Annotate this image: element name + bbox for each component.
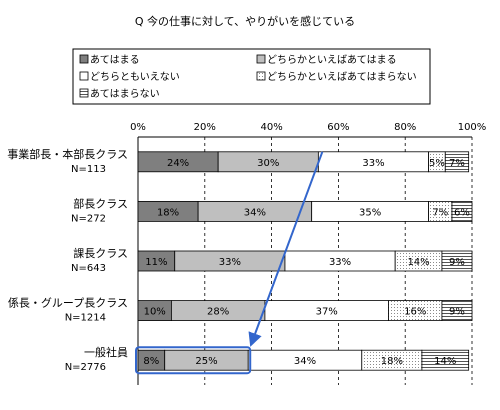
category-label: 事業部長・本部長クラス bbox=[7, 147, 128, 161]
x-tick-label: 80% bbox=[394, 122, 416, 133]
data-label: 33% bbox=[219, 257, 241, 268]
data-label: 25% bbox=[195, 356, 217, 367]
legend-label: どちらともいえない bbox=[90, 71, 180, 83]
bar-segment bbox=[421, 349, 470, 371]
legend-label: あてはまらない bbox=[90, 88, 160, 100]
legend-label: どちらかといえばあてはまらない bbox=[267, 71, 417, 83]
category-label: 一般社員 bbox=[84, 345, 128, 359]
data-label: 5% bbox=[429, 158, 445, 169]
data-label: 18% bbox=[157, 207, 179, 218]
highlight-box bbox=[135, 346, 252, 375]
legend-swatch bbox=[79, 88, 89, 98]
bar-segment bbox=[441, 300, 473, 322]
x-tick-label: 100% bbox=[458, 122, 487, 133]
data-label: 33% bbox=[329, 257, 351, 268]
bar-segment bbox=[444, 151, 470, 173]
data-label: 35% bbox=[359, 207, 381, 218]
bar-segment bbox=[451, 200, 473, 222]
legend-swatch bbox=[79, 71, 89, 81]
category-labels: 事業部長・本部長クラス N=113 部長クラス N=272 課長クラス N=643 係長・グ… bbox=[7, 147, 128, 373]
data-label: 30% bbox=[257, 158, 279, 169]
chart-title: Q 今の仕事に対して、やりがいを感じている bbox=[135, 14, 355, 28]
data-label: 33% bbox=[362, 158, 384, 169]
legend-box bbox=[72, 48, 431, 105]
legend-swatch bbox=[256, 71, 266, 81]
annotations bbox=[135, 151, 324, 375]
category-label: 係長・グループ長クラス bbox=[8, 296, 128, 310]
data-label: 9% bbox=[449, 307, 465, 318]
data-label: 37% bbox=[316, 307, 338, 318]
x-tick-label: 60% bbox=[327, 122, 349, 133]
bars: 24% 30% 33% 5% 7% 18% 34% 35% 7% 6% 11% 33% 33% 14% 9%… bbox=[137, 151, 473, 371]
legend-label: あてはまる bbox=[90, 54, 140, 66]
category-n-label: N=1214 bbox=[65, 313, 106, 324]
data-label: 10% bbox=[144, 307, 166, 318]
legend-swatch bbox=[256, 54, 266, 64]
data-label: 7% bbox=[449, 158, 465, 169]
category-label: 課長クラス bbox=[73, 246, 128, 260]
data-label: 9% bbox=[449, 257, 465, 268]
category-n-label: N=2776 bbox=[65, 362, 106, 373]
category-label: 部長クラス bbox=[73, 196, 128, 210]
data-label: 34% bbox=[244, 207, 266, 218]
x-tick-label: 20% bbox=[194, 122, 216, 133]
legend-label: どちらかといえばあてはまる bbox=[267, 54, 397, 66]
data-label: 14% bbox=[407, 257, 429, 268]
data-label: 6% bbox=[454, 207, 470, 218]
data-label: 34% bbox=[294, 356, 316, 367]
category-n-label: N=643 bbox=[71, 263, 106, 274]
data-label: 28% bbox=[207, 307, 229, 318]
data-label: 24% bbox=[167, 158, 189, 169]
data-label: 16% bbox=[404, 307, 426, 318]
data-label: 11% bbox=[145, 257, 167, 268]
data-label: 14% bbox=[434, 356, 456, 367]
x-axis: 0% 20% 40% 60% 80% 100% bbox=[130, 122, 486, 133]
data-label: 18% bbox=[381, 356, 403, 367]
bar-segment bbox=[441, 250, 473, 272]
legend-swatch bbox=[79, 54, 89, 64]
category-n-label: N=113 bbox=[71, 164, 106, 175]
x-tick-label: 40% bbox=[260, 122, 282, 133]
category-n-label: N=272 bbox=[71, 213, 106, 224]
x-tick-label: 0% bbox=[130, 122, 146, 133]
data-label: 7% bbox=[432, 207, 448, 218]
arrow bbox=[248, 151, 324, 347]
data-label: 8% bbox=[143, 356, 159, 367]
